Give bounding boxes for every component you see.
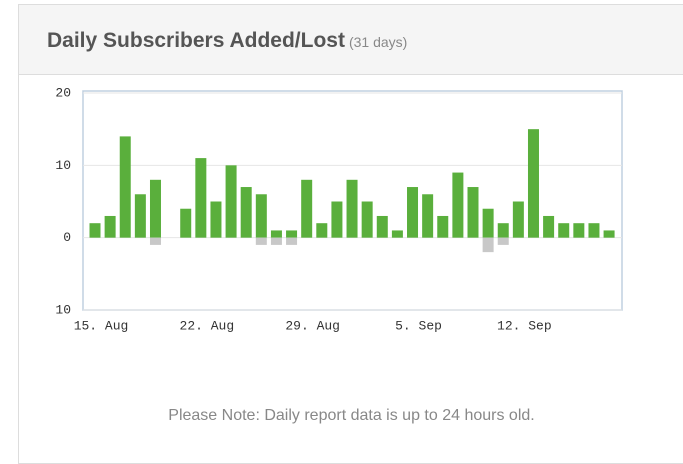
bar [467,187,479,238]
chart: 10 0 10 20 15. Aug 22. Aug 29. Aug 5. Sep 12. Se… [55,85,623,333]
panel-header: Daily Subscribers Added/Lost (31 days) [19,5,683,75]
bar [437,215,449,238]
x-tick-label: 22. Aug [180,318,235,333]
bar [407,187,419,238]
bar [119,136,131,238]
bar [603,230,615,238]
bar [149,179,161,238]
chart-subtitle: (31 days) [348,34,408,50]
note: Please Note: Daily report data is up to … [168,407,535,424]
bar [270,230,282,238]
bar [255,194,267,238]
bar [89,223,101,238]
bar [134,194,146,238]
bar [497,237,509,245]
bar [149,237,161,245]
bar [588,223,600,238]
y-tick-label: 10 [55,302,71,317]
x-tick-label: 29. Aug [285,318,340,333]
bar [361,201,373,238]
bar [376,215,388,238]
bar [316,223,328,238]
bar [195,158,207,238]
bar [255,237,267,245]
y-tick-label: 10 [55,158,71,173]
bar [573,223,585,238]
bar [180,208,192,238]
x-tick-label: 5. Sep [395,318,442,333]
bar [482,208,494,238]
bar [512,201,524,238]
bar [452,172,464,238]
bar [270,237,282,245]
bar [210,201,222,238]
bar [286,237,298,245]
bar [286,230,298,238]
bar [422,194,434,238]
bar [558,223,570,238]
bar [497,223,509,238]
bar [104,215,116,238]
chart-title: Daily Subscribers Added/Lost [47,29,345,52]
bar [482,237,494,253]
bar [240,187,252,238]
y-tick-label: 20 [55,85,71,100]
bar [301,179,313,238]
bar [527,129,539,238]
bar [331,201,343,238]
x-tick-label: 15. Aug [74,318,129,333]
x-tick-label: 12. Sep [497,318,552,333]
bar [225,165,237,238]
bar [543,215,555,238]
y-tick-label: 0 [63,230,71,245]
bar [346,179,358,238]
bar [391,230,403,238]
